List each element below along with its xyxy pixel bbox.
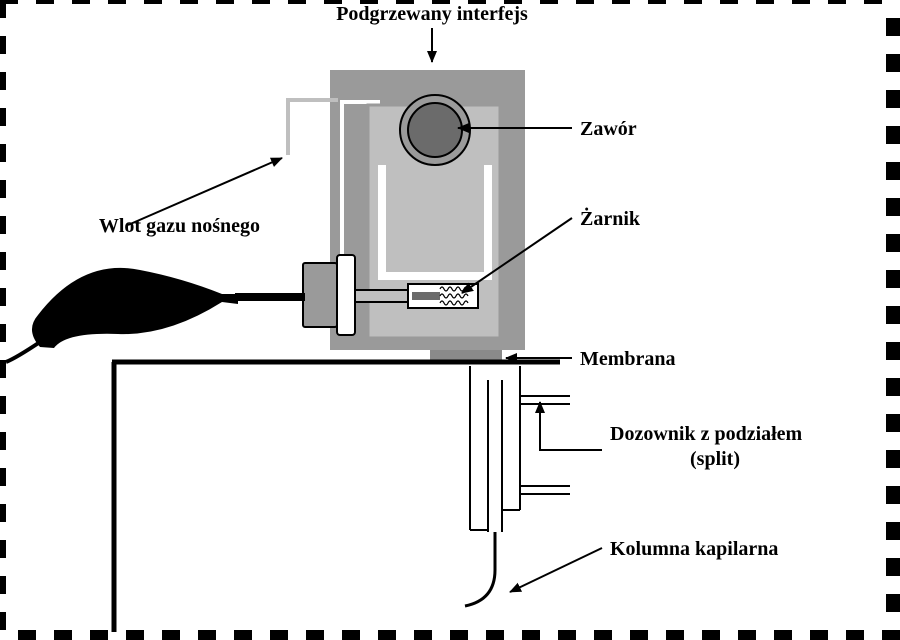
label-filament: Żarnik	[580, 206, 641, 230]
interface-inner-light-2	[368, 168, 500, 338]
label-heated-interface: Podgrzewany interfejs	[336, 3, 528, 25]
label-carrier-gas: Wlot gazu nośnego	[99, 215, 260, 237]
label-valve: Zawór	[580, 118, 637, 140]
gas-line-h	[340, 100, 380, 104]
channel-left	[378, 165, 386, 280]
label-split: Dozownik z podziałem	[610, 423, 803, 445]
channel-bottom	[378, 272, 492, 280]
label-capillary: Kolumna kapilarna	[610, 538, 778, 560]
label-split2: (split)	[690, 448, 740, 470]
channel-right	[484, 165, 492, 280]
label-membrane: Membrana	[580, 348, 676, 370]
valve	[400, 95, 470, 165]
